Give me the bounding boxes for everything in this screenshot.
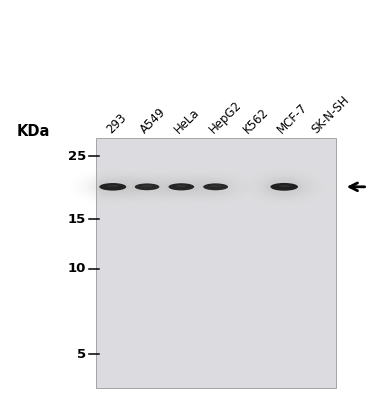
- Text: SK-N-SH: SK-N-SH: [309, 93, 352, 136]
- Ellipse shape: [141, 185, 153, 187]
- Text: 10: 10: [68, 262, 86, 276]
- Text: MCF-7: MCF-7: [275, 101, 310, 136]
- Ellipse shape: [99, 183, 126, 191]
- Ellipse shape: [210, 185, 221, 187]
- Ellipse shape: [262, 177, 306, 196]
- Text: HepG2: HepG2: [206, 98, 244, 136]
- Text: HeLa: HeLa: [172, 106, 202, 136]
- Text: 293: 293: [104, 111, 129, 136]
- Text: KDa: KDa: [17, 124, 50, 139]
- Ellipse shape: [107, 185, 119, 187]
- Ellipse shape: [278, 185, 290, 187]
- Ellipse shape: [135, 184, 159, 190]
- Text: 15: 15: [68, 212, 86, 226]
- Ellipse shape: [96, 179, 130, 194]
- Text: A549: A549: [138, 105, 168, 136]
- Ellipse shape: [176, 185, 187, 187]
- Text: 5: 5: [77, 348, 86, 361]
- Text: 25: 25: [68, 150, 86, 163]
- Ellipse shape: [168, 183, 194, 190]
- Ellipse shape: [203, 183, 228, 190]
- Ellipse shape: [270, 183, 298, 191]
- Text: K562: K562: [241, 106, 271, 136]
- Ellipse shape: [267, 179, 302, 195]
- Bar: [96, 138, 336, 388]
